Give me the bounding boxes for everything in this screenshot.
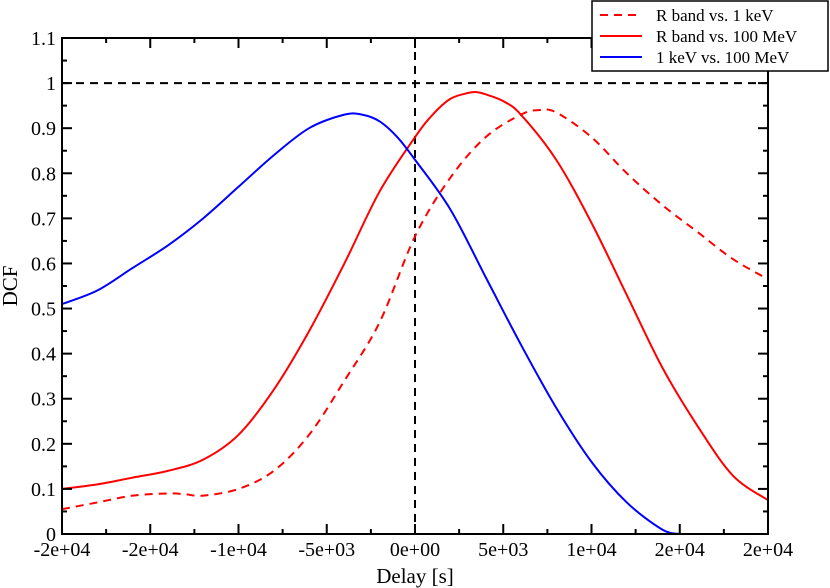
y-tick-label: 0.4 <box>31 344 56 366</box>
y-tick-label: 0.7 <box>31 208 56 230</box>
y-tick-label: 0 <box>46 524 56 546</box>
legend-label: R band vs. 1 keV <box>656 6 774 25</box>
x-tick-label: -2e+04 <box>122 539 179 561</box>
series-line-2 <box>62 90 768 502</box>
series-line-3 <box>62 112 680 534</box>
y-tick-label: 0.6 <box>31 253 56 275</box>
x-tick-label: -1e+04 <box>210 539 267 561</box>
y-tick-label: 0.9 <box>31 118 56 140</box>
x-tick-label: 2e+04 <box>743 539 793 561</box>
x-tick-label: 0e+00 <box>390 539 440 561</box>
x-tick-label: -5e+03 <box>298 539 355 561</box>
y-tick-label: 1 <box>46 73 56 95</box>
y-tick-label: 0.2 <box>31 434 56 456</box>
x-tick-label: 1e+04 <box>566 539 616 561</box>
y-tick-label: 0.3 <box>31 389 56 411</box>
legend-label: 1 keV vs. 100 MeV <box>656 48 790 67</box>
x-tick-label: 5e+03 <box>478 539 528 561</box>
legend: R band vs. 1 keV R band vs. 100 MeV 1 keV … <box>591 0 829 72</box>
x-axis-title: Delay [s] <box>376 564 454 588</box>
y-axis-title: DCF <box>0 266 22 307</box>
series-line-1 <box>62 108 768 511</box>
legend-label: R band vs. 100 MeV <box>656 27 798 46</box>
x-tick-label: -2e+04 <box>34 539 91 561</box>
y-tick-label: 0.8 <box>31 163 56 185</box>
y-tick-label: 0.1 <box>31 479 56 501</box>
x-tick-label: 2e+04 <box>655 539 705 561</box>
y-tick-label: 1.1 <box>31 28 56 50</box>
y-tick-label: 0.5 <box>31 299 56 321</box>
